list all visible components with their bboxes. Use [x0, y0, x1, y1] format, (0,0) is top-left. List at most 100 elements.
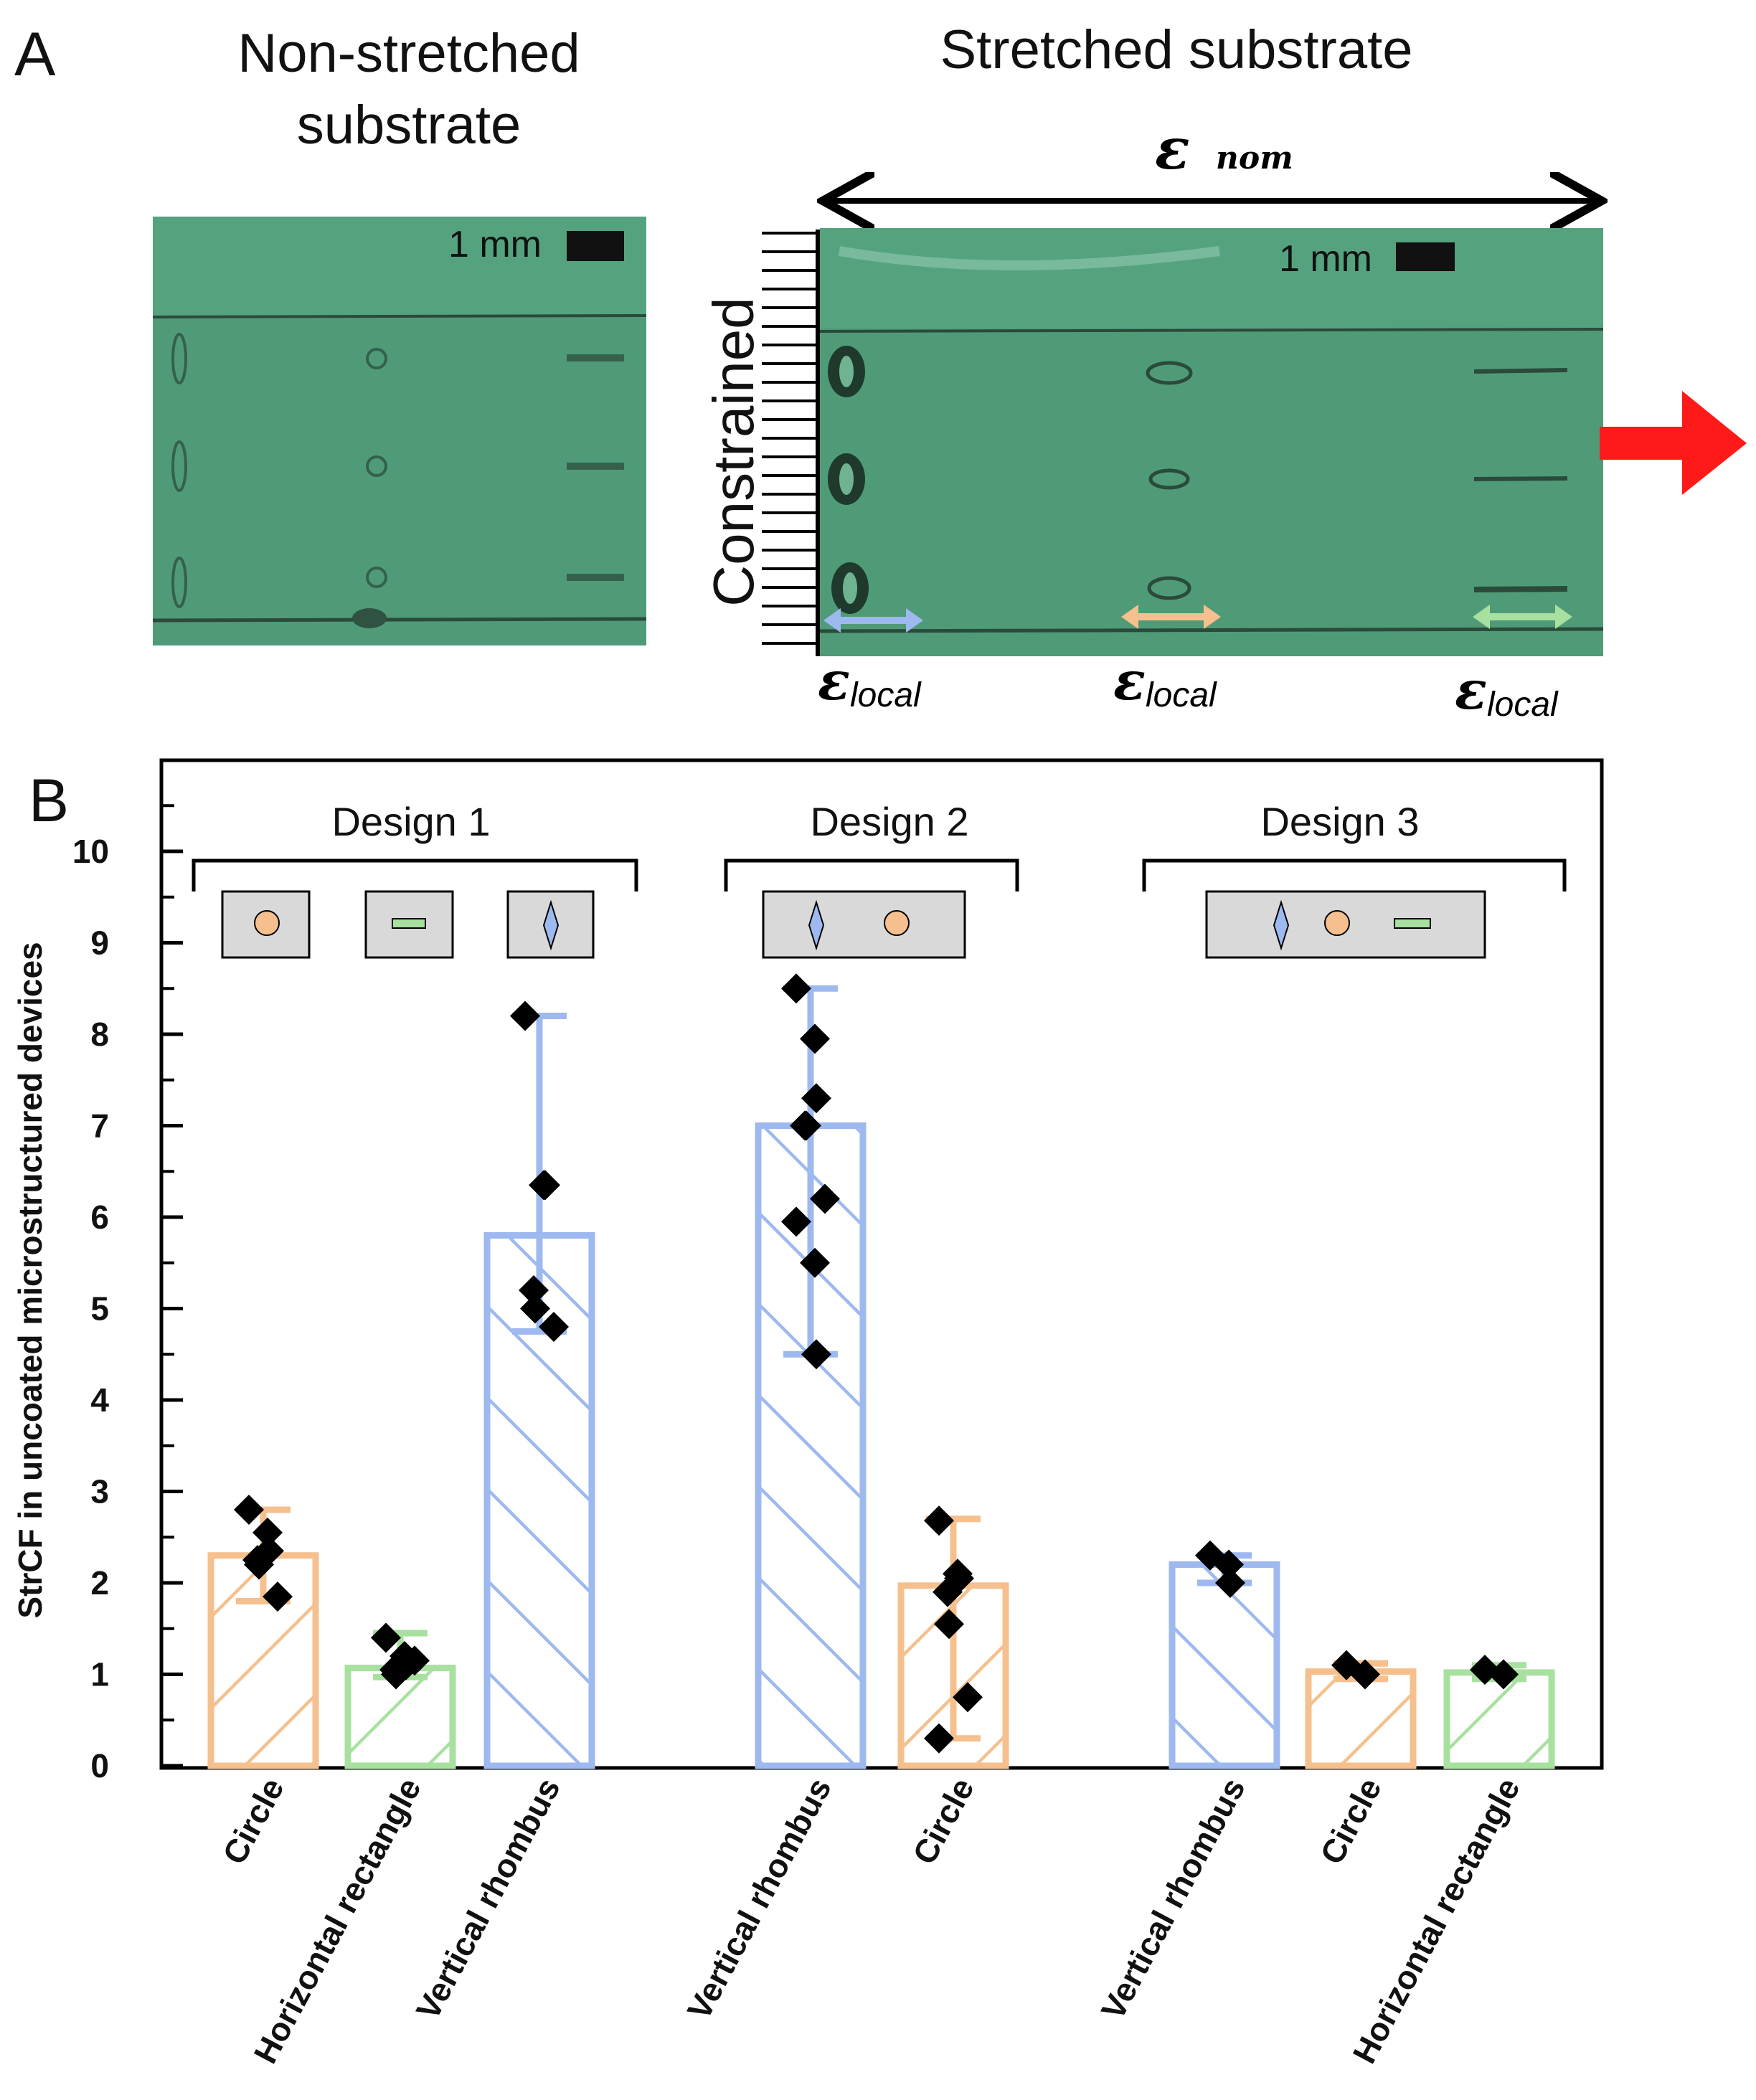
y-axis-title: StrCF in uncoated microstructured device…	[11, 942, 49, 1618]
bar	[1443, 1669, 1555, 1769]
rectangle-icon	[392, 918, 426, 929]
design-2-legend-box	[762, 890, 966, 959]
bar-group-5	[897, 1505, 1009, 1769]
rhombus-icon	[542, 899, 560, 951]
x-tick-label: Circle	[1313, 1772, 1389, 1870]
bar-group-7	[1305, 1650, 1417, 1769]
rhombus-icon	[808, 899, 825, 951]
y-axis: 0 1 2 3 4 5 6 7 8 9 10	[72, 804, 183, 1784]
constrained-label: Constrained	[702, 297, 765, 606]
data-point	[800, 1023, 830, 1054]
nominal-strain-label: ε nom	[1155, 115, 1293, 182]
x-tick-label: Circle	[215, 1772, 291, 1870]
y-tick-label: 6	[90, 1198, 109, 1236]
local-strain-label-2: εlocal	[1113, 651, 1217, 714]
data-point	[934, 1609, 964, 1640]
bar-group-4	[755, 973, 867, 1769]
y-tick-label: 10	[72, 833, 109, 870]
local-strain-label-1: εlocal	[818, 651, 922, 714]
data-point	[510, 1001, 540, 1031]
circle-icon	[1324, 910, 1350, 936]
design-1-circle-legend-box	[221, 890, 311, 959]
right-scale-bar-label: 1 mm	[1279, 238, 1372, 280]
x-tick-label: Vertical rhombus	[680, 1772, 839, 2025]
rhombus-icon	[1273, 899, 1290, 951]
x-tick-label: Vertical rhombus	[1094, 1772, 1252, 2025]
y-tick-label: 4	[90, 1381, 109, 1419]
y-tick-label: 7	[90, 1107, 109, 1145]
bar-group-8	[1443, 1655, 1555, 1769]
right-photo-title: Stretched substrate	[940, 19, 1412, 80]
y-tick-label: 3	[90, 1473, 109, 1510]
local-strain-arrow-circle	[1121, 605, 1221, 629]
nominal-strain-subscript: nom	[1216, 140, 1293, 176]
rectangle-icon	[1394, 918, 1431, 929]
data-point	[781, 973, 811, 1004]
local-strain-arrow-rhombus	[823, 608, 923, 633]
circle-icon	[254, 910, 280, 936]
bar-group-1	[207, 1495, 319, 1769]
design-3-label: Design 3	[1260, 799, 1419, 844]
non-stretched-substrate-photo: 1 mm	[152, 217, 647, 645]
y-tick-label: 5	[90, 1290, 109, 1328]
design-1-rectangle-legend-box	[364, 890, 454, 959]
bar	[1169, 1561, 1280, 1769]
y-tick-label: 8	[90, 1016, 109, 1053]
data-point	[520, 1293, 550, 1324]
local-strain-label-3: εlocal	[1455, 660, 1559, 724]
data-point	[1488, 1659, 1519, 1690]
data-point	[933, 1576, 963, 1607]
data-point	[400, 1645, 430, 1676]
design-3-group: Design 3	[1142, 799, 1567, 959]
x-tick-label: Circle	[905, 1772, 981, 1870]
circle-icon	[884, 910, 910, 936]
stretched-substrate-photo: 1 mm	[819, 228, 1604, 656]
design-1-rhombus-legend-box	[506, 890, 595, 959]
x-tick-label: Vertical rhombus	[409, 1772, 567, 2025]
data-point	[801, 1083, 831, 1114]
panel-b-label: B	[29, 767, 69, 834]
left-photo-title-line1: Non-stretched	[237, 23, 580, 84]
design-1-group: Design 1	[192, 799, 638, 959]
y-tick-label: 2	[90, 1564, 109, 1602]
data-point	[381, 1659, 411, 1690]
data-point	[810, 1183, 840, 1214]
design-3-legend-box	[1205, 890, 1486, 959]
data-point	[519, 1275, 549, 1305]
left-photo-title-line2: substrate	[297, 95, 521, 156]
data-point	[371, 1622, 401, 1653]
data-point	[800, 1247, 830, 1278]
left-scale-bar	[567, 231, 624, 261]
bar-group-2	[344, 1622, 456, 1769]
design-2-group: Design 2	[724, 799, 1019, 959]
right-scale-bar	[1396, 242, 1455, 271]
data-point	[953, 1682, 983, 1713]
panel-a: A Non-stretched substrate Stretched subs…	[14, 19, 1747, 724]
bar	[1305, 1668, 1417, 1769]
design-1-label: Design 1	[331, 799, 490, 844]
data-point	[539, 1312, 569, 1342]
data-point	[530, 1170, 560, 1201]
y-tick-label: 9	[90, 924, 109, 962]
panel-a-label: A	[14, 20, 56, 89]
y-tick-label: 1	[90, 1656, 109, 1693]
data-point	[1214, 1549, 1244, 1580]
bar-group-3	[483, 1001, 595, 1769]
data-point	[244, 1549, 274, 1580]
data-point	[1350, 1659, 1380, 1690]
panel-b: B StrCF in uncoated microstructured devi…	[11, 758, 1604, 2069]
data-point	[234, 1495, 264, 1525]
data-point	[791, 1110, 821, 1141]
left-scale-bar-label: 1 mm	[448, 224, 542, 265]
bars	[207, 973, 1555, 1769]
data-point	[924, 1505, 954, 1536]
design-2-label: Design 2	[810, 799, 968, 844]
y-tick-label: 0	[90, 1747, 109, 1784]
data-point	[263, 1581, 293, 1612]
data-point	[801, 1339, 831, 1370]
data-point	[1215, 1568, 1245, 1598]
data-point	[924, 1723, 954, 1754]
nominal-strain-symbol: ε	[1155, 115, 1190, 182]
